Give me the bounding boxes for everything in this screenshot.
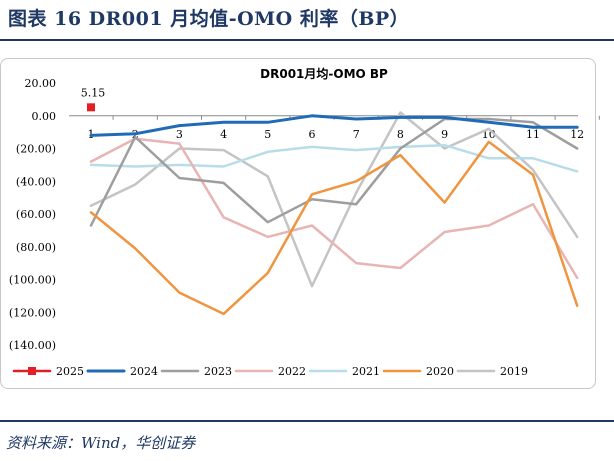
series-line-2022: [89, 137, 579, 280]
series-line-2024: [89, 114, 579, 137]
legend-label-2024: 2024: [130, 365, 158, 378]
chart-frame: [0, 58, 596, 389]
y-tick-label: 20.00: [25, 77, 57, 90]
x-tick-label: 5: [264, 128, 271, 141]
figure-title: 图表 16 DR001 月均值-OMO 利率（BP）: [8, 8, 410, 30]
source-note: 资料来源：Wind，华创证券: [6, 434, 196, 452]
x-tick-label: 8: [397, 128, 404, 141]
series-layer: 5.15: [81, 86, 579, 316]
x-tick-label: 6: [309, 128, 316, 141]
y-tick-label: (20.00): [16, 143, 56, 156]
y-axis: 20.00 0.00 (20.00) (40.00) (60.00) (80.00) (10…: [9, 77, 56, 352]
x-tick-label: 3: [176, 128, 183, 141]
series-line-2019: [89, 111, 579, 288]
legend-label-2020: 2020: [426, 365, 454, 378]
legend: 2025 2024 2023 2022 2021 2020 2019: [12, 365, 528, 378]
chart-title: DR001月均-OMO BP: [260, 66, 388, 81]
y-tick-label: (60.00): [16, 208, 56, 221]
legend-label-2019: 2019: [500, 365, 528, 378]
title-rule: [0, 39, 614, 41]
legend-label-2022: 2022: [278, 365, 306, 378]
x-tick-label: 12: [570, 128, 584, 141]
x-axis: 1 2 3 4 5 6 7 8 9 10 11 12: [69, 115, 600, 141]
y-tick-label: 0.00: [32, 110, 57, 123]
series-line-2023: [89, 117, 579, 227]
y-tick-label: (40.00): [16, 175, 56, 188]
data-label-2025: 5.15: [81, 86, 106, 99]
footer-rule: [0, 420, 614, 422]
y-tick-label: (120.00): [9, 306, 56, 319]
y-tick-label: (100.00): [9, 274, 56, 287]
series-line-2021: [89, 143, 579, 173]
x-tick-label: 9: [441, 128, 448, 141]
x-tick-label: 7: [353, 128, 360, 141]
legend-marker-2025: [28, 367, 36, 375]
legend-label-2023: 2023: [204, 365, 232, 378]
series-line-2020: [89, 140, 579, 316]
x-tick-label: 4: [220, 128, 227, 141]
x-tick-label: 11: [526, 128, 540, 141]
y-tick-label: (80.00): [16, 241, 56, 254]
series-marker-2025: [87, 103, 95, 112]
legend-label-2025: 2025: [56, 365, 84, 378]
y-tick-label: (140.00): [9, 339, 56, 352]
legend-label-2021: 2021: [352, 365, 380, 378]
